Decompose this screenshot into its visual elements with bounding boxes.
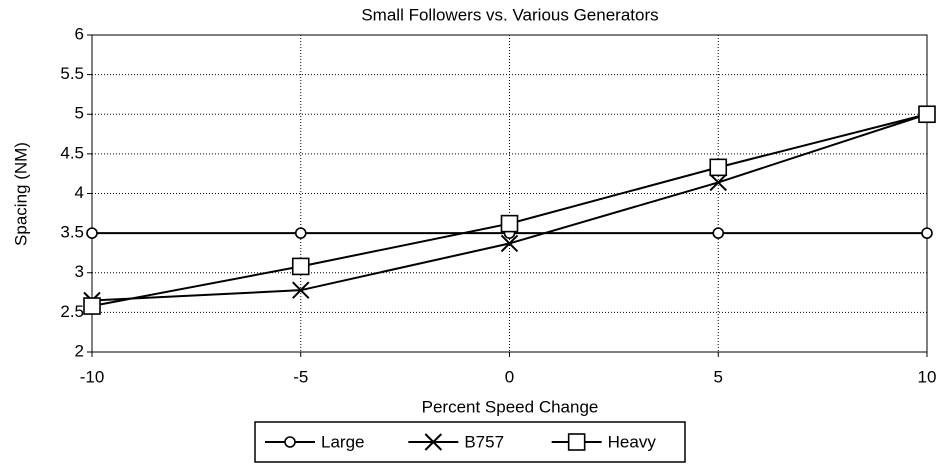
- y-tick-label: 4: [75, 183, 84, 202]
- x-tick-label: 5: [714, 367, 723, 386]
- plot-border: [91, 34, 928, 353]
- marker: [86, 227, 98, 239]
- marker: [921, 227, 933, 239]
- marker: [83, 297, 101, 315]
- marker: [291, 257, 310, 276]
- marker: [500, 234, 519, 253]
- marker: [709, 158, 728, 177]
- y-axis-label: Spacing (NM): [11, 142, 30, 246]
- legend-label: Heavy: [608, 432, 657, 451]
- legend-label: Large: [321, 432, 364, 451]
- x-axis-label: Percent Speed Change: [422, 397, 599, 416]
- y-tick-label: 6: [75, 24, 84, 43]
- x-tick-label: -10: [80, 367, 105, 386]
- y-tick-label: 3.5: [60, 223, 84, 242]
- y-tick-label: 3: [75, 262, 84, 281]
- marker: [424, 433, 443, 451]
- marker: [500, 214, 519, 233]
- x-tick-label: 10: [918, 367, 937, 386]
- marker: [294, 227, 307, 239]
- y-tick-label: 2.5: [60, 302, 84, 321]
- marker: [567, 433, 586, 451]
- marker: [918, 105, 936, 124]
- marker: [709, 173, 727, 192]
- x-tick-label: 0: [505, 367, 514, 386]
- marker: [712, 227, 725, 239]
- y-tick-label: 5: [75, 104, 84, 123]
- legend-box: [254, 421, 686, 463]
- y-tick-label: 5.5: [60, 64, 84, 83]
- marker: [284, 436, 296, 448]
- chart-title: Small Followers vs. Various Generators: [361, 5, 658, 24]
- y-tick-label: 4.5: [60, 143, 84, 162]
- y-tick-label: 2: [75, 341, 84, 360]
- marker: [292, 281, 310, 299]
- x-tick-label: -5: [293, 367, 308, 386]
- legend-label: B757: [464, 432, 504, 451]
